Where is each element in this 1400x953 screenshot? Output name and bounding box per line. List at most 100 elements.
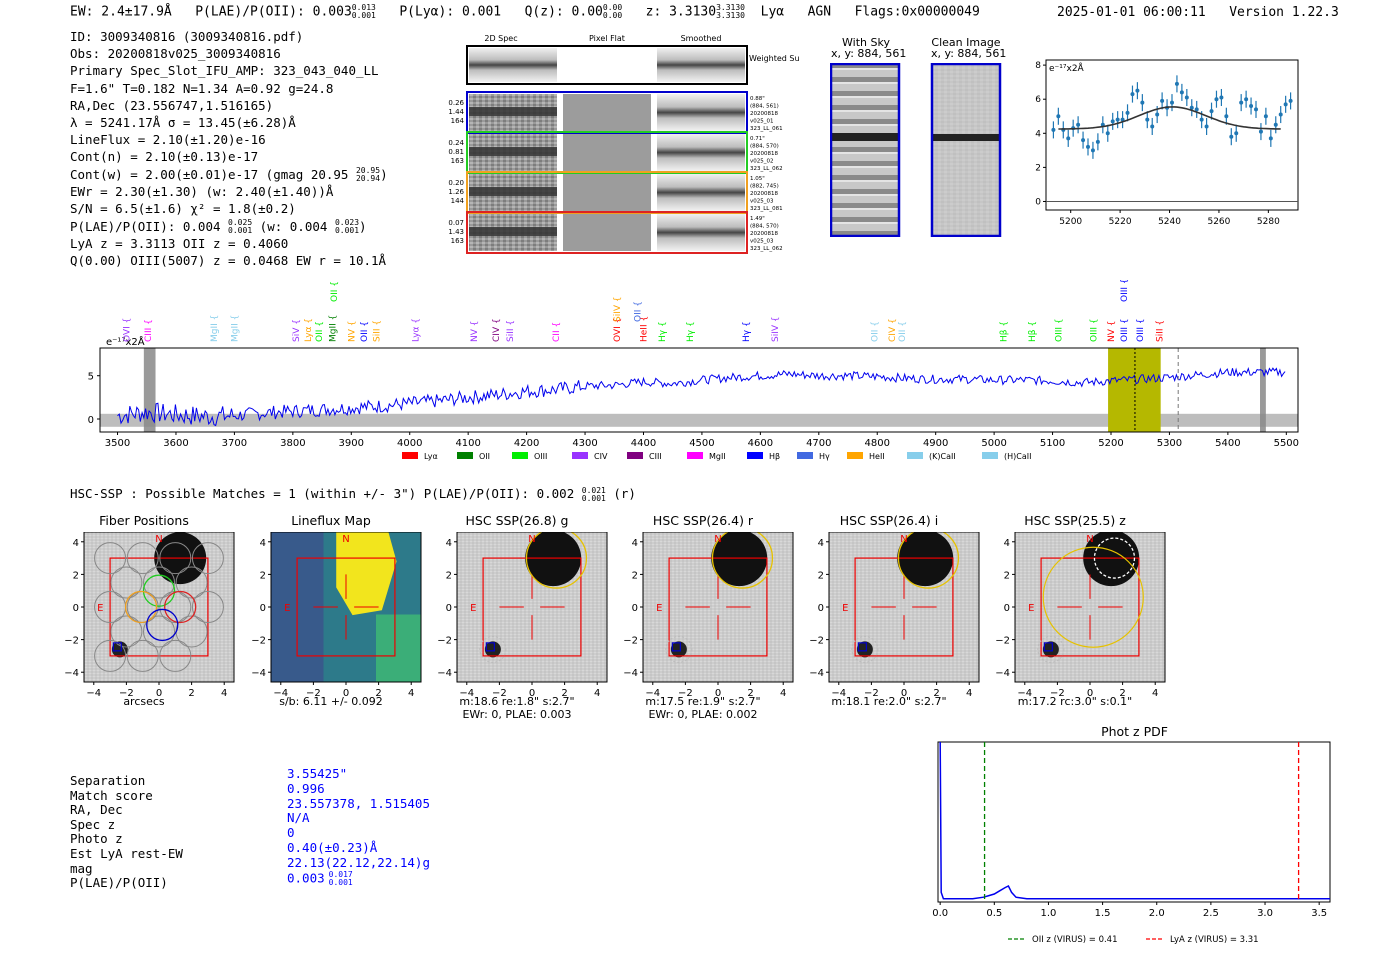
zoom-point — [1110, 119, 1115, 124]
panel-xtick-label: 2 — [188, 688, 194, 699]
spectrum-xtick-label: 4600 — [748, 438, 773, 449]
faint-ellipse — [851, 635, 879, 663]
panel-ytick-label: 2 — [632, 570, 638, 581]
fiber — [159, 639, 192, 672]
cutout-grid: 2D Spec Pixel Flat Smoothed Weighted Sum… — [448, 34, 800, 254]
zoom-ylabel: e⁻¹⁷x2Å — [1049, 62, 1085, 74]
spectrum-line-label: SiV { — [292, 319, 302, 342]
zoom-point — [1234, 131, 1239, 136]
summary-label: mag — [70, 860, 93, 876]
spectrum-xtick-label: 3600 — [163, 438, 188, 449]
header-bar: EW: 2.4±17.9Å P(LAE)/P(OII): 0.0030.013 0… — [70, 4, 980, 20]
cutout-meta: 323_LL_061 — [750, 126, 783, 132]
zoom-point — [1125, 110, 1130, 115]
cutout-smooth-image — [657, 134, 745, 171]
header-plae-bounds: 0.013 0.001 — [351, 3, 376, 20]
panel-xtick-label: −4 — [831, 688, 846, 699]
spectrum-line-label: Hγ { — [742, 321, 752, 342]
spectrum-line-label: Hγ { — [686, 321, 696, 342]
info-block: ID: 3009340816 (3009340816.pdf) Obs: 202… — [70, 28, 388, 269]
clean-title: Clean Image x, y: 884, 561 — [931, 36, 1007, 60]
cutout-meta: 20200818 — [750, 151, 778, 157]
zoom-frame — [1045, 59, 1299, 211]
hsc-panel-image: N E −4 4 −2 2 0 0 2 −2 4 −4 — [251, 532, 422, 699]
source-ellipse — [711, 532, 774, 589]
spectrum-legend-label: Hγ — [819, 452, 830, 461]
cutout-flat-image — [563, 94, 651, 131]
spectrum-line-label: SiII { — [372, 320, 382, 342]
spectrum-line-label: SiIV { — [771, 316, 781, 342]
spectrum-legend-swatch — [572, 452, 588, 459]
panel-ytick-label: −2 — [623, 636, 638, 647]
header-right: 2025-01-01 06:00:11 Version 1.22.3 — [1057, 5, 1339, 20]
zoom-xtick-label: 5280 — [1257, 217, 1280, 227]
summary-label: Match score — [70, 787, 153, 803]
info-lambda: λ = 5241.17Å σ = 13.45(±6.28)Å — [70, 115, 296, 131]
spectrum-ytick-label: 0 — [88, 415, 94, 426]
cutout-meta: 1.49" — [750, 216, 765, 222]
header-z-bounds: 3.3130 3.3130 — [716, 3, 745, 20]
spectrum-legend-label: MgII — [709, 452, 726, 461]
photz-legend-lya: LyA z (VIRUS) = 3.31 — [1170, 935, 1259, 945]
info-obs: Obs: 20200818v025_3009340816 — [70, 46, 281, 62]
cutout-stat-3: 163 — [451, 237, 464, 245]
zoom-point — [1086, 144, 1090, 149]
fiber — [191, 591, 224, 623]
fiber-highlight — [142, 574, 176, 607]
spectrum-line — [117, 367, 1286, 427]
cutout-stat-1: 0.20 — [448, 179, 464, 187]
spectrum-highlight — [1260, 348, 1266, 432]
summary-label: Spec z — [70, 816, 116, 832]
zoom-point — [1140, 100, 1145, 105]
cutout-flat-image — [563, 214, 651, 251]
spectrum-line-label: NV { — [470, 321, 480, 342]
zoom-point — [1263, 114, 1268, 119]
compass-e: E — [842, 603, 848, 614]
cutout-meta: v025_01 — [750, 119, 774, 125]
zoom-point — [1184, 95, 1189, 100]
panel-ytick-label: 0 — [260, 603, 266, 614]
spectrum-line-label: Hβ { — [1028, 321, 1038, 342]
zoom-point — [1283, 102, 1288, 107]
zoom-ytick-label: 2 — [1035, 163, 1041, 173]
fiber — [191, 542, 224, 575]
spectrum-legend-label: OII — [479, 452, 490, 461]
spectrum-line-label: OIII { — [1120, 280, 1130, 302]
panel-xtick-label: 4 — [780, 688, 786, 699]
spectrum-line-label: MgII { — [230, 315, 240, 342]
spectrum-line-label: NV { — [1107, 321, 1117, 342]
spectrum-legend-swatch — [747, 452, 763, 459]
spectrum-legend-label: OIII — [534, 452, 547, 461]
hsc-panel-caption-2: EWr: 0, PLAE: 0.003 — [462, 708, 572, 721]
zoom-point — [1135, 88, 1140, 93]
panel-ytick-label: 4 — [260, 538, 266, 549]
summary-value: 3.55425" — [287, 766, 348, 781]
info-lyaz: LyA z = 3.3113 OII z = 0.4060 — [70, 236, 289, 252]
spectrum-line-label: OVI { — [122, 318, 132, 342]
spectrum-line-label: SiIV { — [613, 296, 623, 322]
panel-xtick-label: −4 — [645, 688, 660, 699]
compass-e: E — [284, 603, 290, 614]
panel-ytick-label: −2 — [251, 636, 266, 647]
spectrum-xtick-label: 4800 — [865, 438, 890, 449]
zoom-xtick-label: 5200 — [1059, 217, 1082, 227]
spectrum-line-label: HeII { — [639, 316, 649, 342]
summary-label: P(LAE)/P(OII) — [70, 875, 168, 891]
hsc-panel-caption: m:17.5 re:1.9" s:2.7" — [645, 695, 761, 708]
spectrum-highlight — [143, 348, 156, 432]
cutout-stat-2: 0.81 — [448, 148, 464, 156]
zoom-point — [1090, 148, 1095, 153]
spectrum-legend-label: Lyα — [424, 452, 438, 461]
spectrum-xtick-label: 4700 — [806, 438, 831, 449]
spectrum-noise-band — [100, 413, 1298, 427]
panel-xtick-label: −2 — [119, 688, 134, 699]
spectrum-line-label: MgII { — [329, 315, 339, 342]
faint-marker — [857, 642, 867, 652]
hsc-panel: HSC SSP(26.4) i N E −4 4 −2 2 0 0 2 −2 4 −4 m:18.1 re… — [794, 512, 984, 722]
spectrum-line-label: OVI { — [613, 318, 623, 342]
panel-ytick-label: −4 — [64, 668, 79, 679]
zoom-point — [1214, 97, 1219, 102]
cutout-meta: v025_03 — [750, 199, 774, 205]
zoom-point — [1204, 124, 1209, 129]
